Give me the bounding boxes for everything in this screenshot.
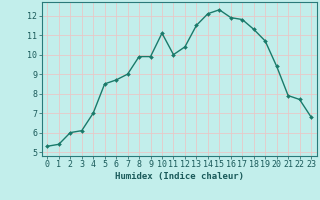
X-axis label: Humidex (Indice chaleur): Humidex (Indice chaleur) (115, 172, 244, 181)
